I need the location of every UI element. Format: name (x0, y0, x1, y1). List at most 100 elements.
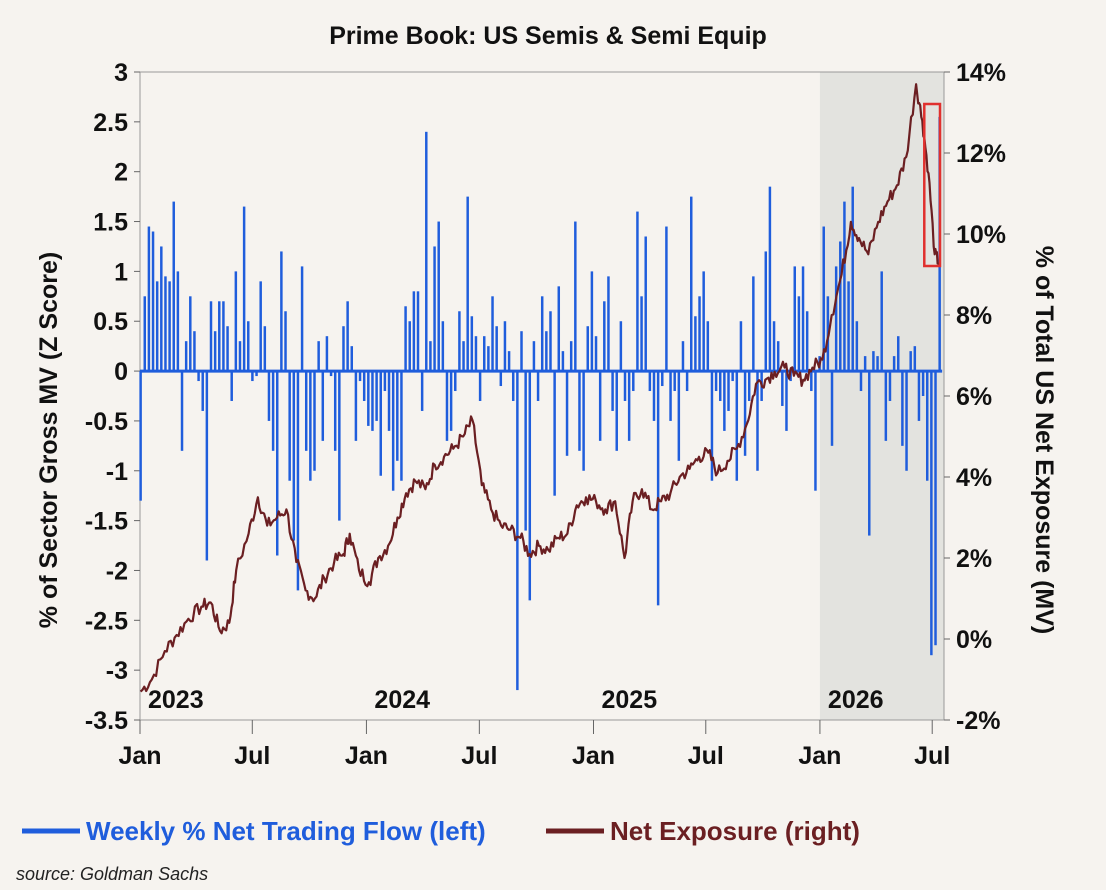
flow-bar (557, 286, 561, 372)
flow-bar (690, 196, 693, 372)
flow-bar (822, 226, 825, 372)
flow-bar (391, 371, 395, 491)
legend-flow-label: Weekly % Net Trading Flow (left) (86, 816, 486, 846)
left-axis-ticks: 3 2.5 2 1.5 1 0.5 0 -0.5 -1 -1.5 -2 -2.5 -3 -3.5 (85, 59, 140, 735)
flow-bar (412, 291, 416, 372)
flow-bar (483, 336, 486, 372)
flow-bar (271, 371, 275, 451)
flow-bar (723, 371, 726, 431)
flow-bar (607, 276, 610, 372)
flow-bar (714, 371, 718, 392)
flow-bar (408, 321, 411, 372)
flow-bar (284, 311, 287, 372)
flow-bar (913, 346, 917, 372)
flow-bar (371, 371, 374, 431)
flow-bar (425, 131, 428, 372)
flow-bar (897, 336, 900, 372)
flow-bar (416, 291, 420, 372)
flow-bar (433, 246, 436, 372)
flow-bar (611, 371, 614, 411)
flow-bar (644, 236, 647, 372)
flow-bar (884, 371, 888, 441)
x-tick-label: Jan (345, 742, 388, 770)
flow-bar (462, 341, 465, 372)
x-tick-label: Jan (572, 742, 615, 770)
flow-bar (830, 371, 834, 446)
left-tick-label: 3 (114, 59, 128, 87)
flow-bar (934, 371, 937, 646)
flow-bar (636, 211, 639, 372)
flow-bar (917, 371, 921, 421)
flow-bar (176, 271, 180, 372)
flow-bar (193, 331, 196, 372)
flow-bar (702, 271, 705, 372)
flow-bar (172, 201, 175, 372)
right-tick-label: 10% (956, 221, 1006, 249)
flow-bar (673, 371, 676, 392)
flow-bar (333, 371, 337, 451)
right-tick-label: -2% (956, 707, 1000, 735)
flow-bar (735, 371, 739, 481)
flow-bar (180, 371, 184, 451)
flow-bar (478, 371, 482, 401)
flow-bar (230, 371, 233, 401)
flow-bar (810, 371, 813, 392)
chart-title: Prime Book: US Semis & Semi Equip (329, 22, 767, 50)
flow-bar (834, 266, 838, 372)
flow-bar (342, 326, 345, 372)
flow-bar (586, 326, 589, 372)
flow-bar (155, 281, 159, 372)
flow-bar (296, 371, 300, 591)
flow-bar (218, 301, 221, 372)
legend-exposure-label: Net Exposure (right) (610, 816, 860, 846)
flow-bar (362, 371, 366, 401)
x-axis-ticks: Jan Jul Jan Jul Jan Jul Jan Jul (118, 720, 950, 770)
flow-bar (598, 371, 602, 441)
flow-bar (189, 296, 192, 372)
flow-bar (164, 276, 167, 372)
left-axis-label: % of Sector Gross MV (Z Score) (35, 252, 63, 628)
flow-bar (731, 371, 734, 382)
flow-bar (706, 321, 710, 372)
flow-bar (354, 371, 358, 441)
flow-bar (565, 371, 569, 456)
flow-bar (400, 371, 403, 481)
flow-bar (470, 316, 474, 372)
flow-bar (338, 371, 341, 521)
right-tick-label: 12% (956, 140, 1006, 168)
flow-bar (139, 371, 142, 501)
year-label: 2025 (601, 686, 657, 714)
flow-bar (752, 276, 755, 372)
flow-bar (578, 371, 581, 451)
flow-bar (495, 326, 498, 372)
x-tick-label: Jul (234, 742, 270, 770)
left-tick-label: 2 (114, 159, 128, 187)
flow-bar (847, 281, 850, 372)
flow-bar (511, 371, 515, 401)
flow-bar (420, 371, 424, 411)
right-tick-label: 8% (956, 302, 992, 330)
flow-bar (756, 371, 759, 471)
flow-bar (640, 296, 643, 372)
flow-bar (346, 301, 349, 372)
flow-bar (863, 356, 867, 372)
flow-bar (313, 371, 316, 471)
flow-bar (437, 221, 440, 372)
flow-bar (930, 371, 933, 656)
flow-bar (234, 271, 238, 372)
flow-bar (383, 371, 387, 392)
flow-bar (594, 336, 598, 372)
flow-bar (888, 371, 892, 401)
flow-bar (569, 341, 573, 372)
right-tick-label: 4% (956, 464, 992, 492)
right-axis-ticks: 14% 12% 10% 8% 6% 4% 2% 0% -2% (944, 59, 1006, 735)
flow-bar (387, 371, 391, 431)
flow-bar (859, 371, 863, 392)
flow-bar (317, 341, 320, 372)
flow-bar (474, 336, 478, 372)
flow-bar (785, 371, 788, 431)
flow-bar (843, 201, 846, 372)
flow-bar (868, 371, 871, 536)
flow-bar (540, 296, 544, 372)
